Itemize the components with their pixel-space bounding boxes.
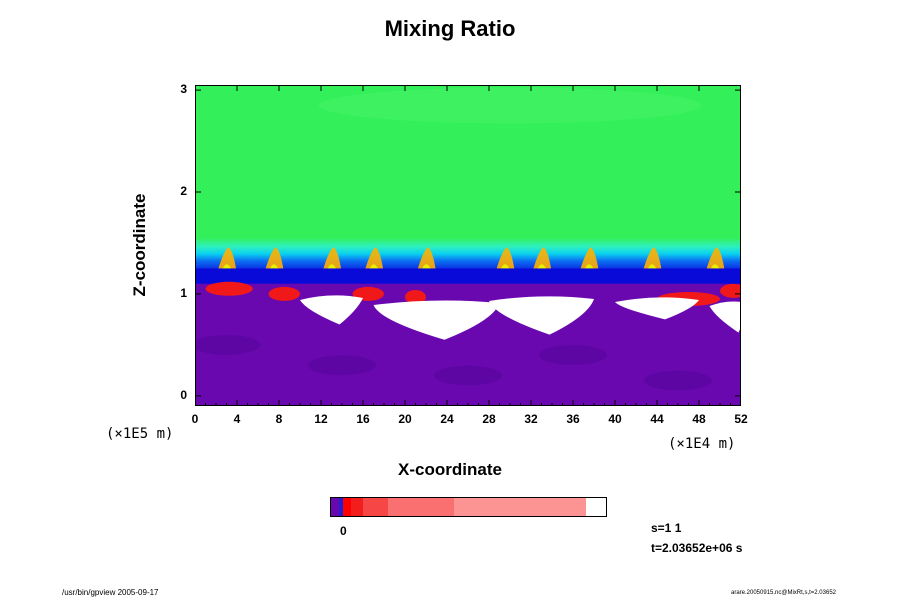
red-layer-blob xyxy=(268,286,300,301)
colorbar-swatch xyxy=(388,498,454,516)
x-tick-label: 44 xyxy=(650,412,664,426)
band-plume xyxy=(642,247,662,272)
upper-layer-shade xyxy=(318,87,702,124)
band-plume xyxy=(705,247,725,272)
lower-layer-swirl xyxy=(434,365,502,386)
band-plume xyxy=(217,247,237,272)
y-axis-unit: (×1E5 m) xyxy=(106,426,174,442)
band-base xyxy=(195,268,741,286)
band-plume xyxy=(264,247,284,272)
red-layer-blob xyxy=(205,281,253,296)
colorbar-swatch xyxy=(454,498,586,516)
x-axis-label: X-coordinate xyxy=(398,460,502,479)
x-tick-label: 52 xyxy=(734,412,748,426)
x-tick-label: 40 xyxy=(608,412,622,426)
colorbar xyxy=(330,497,607,517)
x-tick-label: 24 xyxy=(440,412,454,426)
x-tick-label: 48 xyxy=(692,412,706,426)
band-plume xyxy=(417,247,436,272)
lower-layer-swirl xyxy=(195,334,261,355)
x-tick-label: 32 xyxy=(524,412,538,426)
white-gap xyxy=(709,301,741,333)
y-tick-label: 3 xyxy=(180,82,187,97)
x-tick-label: 16 xyxy=(356,412,370,426)
white-gap xyxy=(373,300,500,340)
y-tick-label: 0 xyxy=(180,387,187,402)
white-gap xyxy=(300,295,363,325)
x-tick-label: 28 xyxy=(482,412,496,426)
plot-area xyxy=(195,85,741,406)
band-plume xyxy=(322,247,342,272)
red-layer-blob xyxy=(352,286,384,301)
colorbar-swatch xyxy=(343,498,351,516)
lower-layer-swirl xyxy=(308,355,376,376)
footer-left: /usr/bin/gpview 2005-09-17 xyxy=(62,588,159,597)
band-plume xyxy=(495,247,515,272)
x-tick-label: 20 xyxy=(398,412,412,426)
lower-layer-swirl xyxy=(539,345,607,366)
colorbar-frame xyxy=(330,497,607,517)
colorbar-tick-label: 0 xyxy=(340,524,347,538)
colorbar-swatch xyxy=(351,498,363,516)
band-plume xyxy=(364,247,384,272)
x-axis-unit: (×1E4 m) xyxy=(668,436,736,452)
red-layer-blob xyxy=(405,289,426,304)
band-plume xyxy=(579,247,599,272)
y-tick-label: 2 xyxy=(180,184,187,198)
white-gap xyxy=(489,296,594,335)
footer-right: arare.20050915.nc@MixRt,s,t=2.03652 xyxy=(731,590,836,596)
y-tick-label: 1 xyxy=(180,285,187,300)
x-tick-label: 4 xyxy=(233,412,241,426)
colorbar-swatch xyxy=(339,498,343,516)
colorbar-swatch xyxy=(363,498,388,516)
colorbar-swatch xyxy=(331,498,339,516)
y-axis-label: Z-coordinate xyxy=(130,193,149,297)
t-label: t=2.03652e+06 s xyxy=(651,541,743,555)
chart-title: Mixing Ratio xyxy=(384,16,516,41)
x-tick-label: 36 xyxy=(566,412,580,426)
band-plume xyxy=(532,247,552,272)
x-tick-label: 12 xyxy=(314,412,328,426)
s-label: s=1 1 xyxy=(651,521,682,535)
white-gap xyxy=(615,297,699,320)
x-tick-label: 8 xyxy=(275,412,283,426)
x-tick-label: 0 xyxy=(191,412,199,426)
lower-layer-swirl xyxy=(644,370,712,391)
